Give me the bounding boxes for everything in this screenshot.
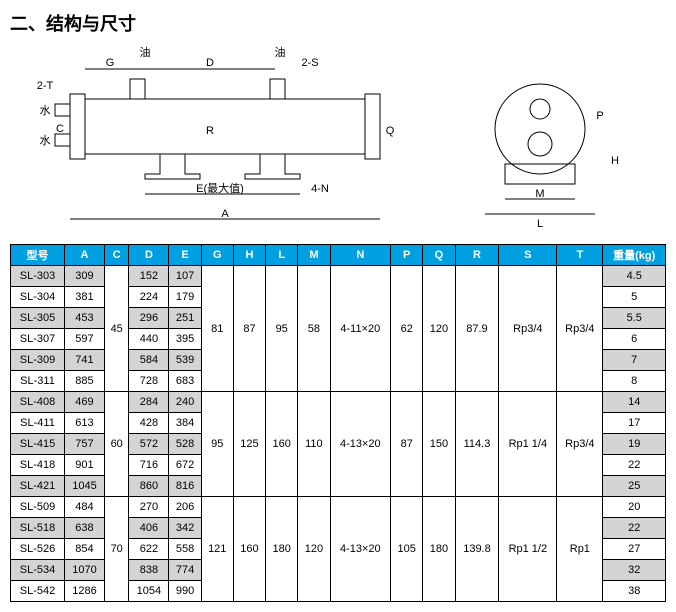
- col-header: G: [201, 245, 233, 266]
- col-header: 型号: [11, 245, 65, 266]
- svg-text:H: H: [611, 155, 619, 167]
- col-header: M: [298, 245, 330, 266]
- table-row: SL-30330945152107818795584-11×206212087.…: [11, 266, 666, 287]
- svg-text:M: M: [535, 188, 544, 200]
- svg-text:水: 水: [40, 134, 51, 147]
- col-header: C: [104, 245, 128, 266]
- svg-text:A: A: [221, 208, 229, 220]
- svg-text:E(最大值): E(最大值): [196, 181, 244, 195]
- col-header: A: [64, 245, 104, 266]
- col-header: P: [391, 245, 423, 266]
- dimensions-table: 型号ACDEGHLMNPQRST重量(kg) SL-30330945152107…: [10, 244, 666, 602]
- svg-text:Q: Q: [386, 125, 395, 137]
- col-header: D: [129, 245, 169, 266]
- svg-text:2-T: 2-T: [37, 80, 54, 92]
- structure-diagram: G 油 D 油 2-S 2-T 水 水 C R Q E(最大值) 4-N A P…: [10, 44, 666, 234]
- svg-text:L: L: [537, 218, 543, 230]
- section-title: 二、结构与尺寸: [10, 10, 676, 36]
- col-header: H: [233, 245, 265, 266]
- svg-text:油: 油: [275, 45, 286, 59]
- svg-text:4-N: 4-N: [311, 183, 329, 195]
- col-header: L: [266, 245, 298, 266]
- table-row: SL-509484702702061211601801204-13×201051…: [11, 497, 666, 518]
- col-header: 重量(kg): [603, 245, 666, 266]
- svg-text:D: D: [206, 57, 214, 69]
- svg-text:水: 水: [40, 104, 51, 117]
- col-header: Q: [423, 245, 455, 266]
- svg-text:R: R: [206, 125, 214, 137]
- svg-text:油: 油: [140, 45, 151, 59]
- col-header: R: [455, 245, 499, 266]
- svg-text:G: G: [106, 57, 115, 69]
- col-header: E: [169, 245, 201, 266]
- svg-text:C: C: [56, 123, 64, 135]
- col-header: S: [499, 245, 557, 266]
- table-row: SL-40846960284240951251601104-13×2087150…: [11, 392, 666, 413]
- col-header: T: [557, 245, 603, 266]
- svg-text:P: P: [596, 110, 603, 122]
- svg-text:2-S: 2-S: [301, 57, 318, 69]
- col-header: N: [330, 245, 391, 266]
